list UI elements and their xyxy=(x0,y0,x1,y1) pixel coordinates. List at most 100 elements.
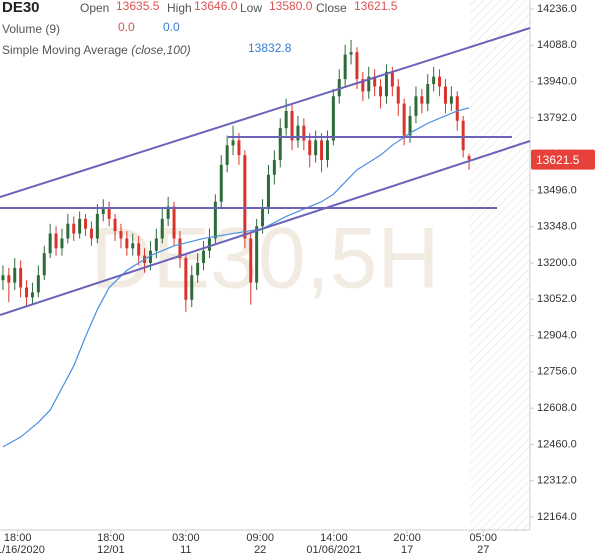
candle-body xyxy=(396,86,400,104)
volume-value: 0.0 xyxy=(118,20,135,34)
x-tick-sublabel: 11 xyxy=(180,544,191,556)
candle-body xyxy=(361,79,365,92)
candle-body xyxy=(443,86,447,104)
y-tick-label: 12608.0 xyxy=(537,402,577,414)
candle-body xyxy=(461,120,465,151)
legend-value: 13635.5 xyxy=(116,0,160,13)
y-tick-label: 12164.0 xyxy=(537,511,577,523)
candle-body xyxy=(25,287,29,298)
x-tick-sublabel: 11/16/2020 xyxy=(0,544,45,556)
candle-body xyxy=(296,125,300,141)
candle-body xyxy=(349,52,353,55)
candle-body xyxy=(154,238,158,251)
candle-body xyxy=(202,250,206,263)
candle-body xyxy=(432,76,436,85)
candle-body xyxy=(402,103,406,136)
candle-body xyxy=(390,71,394,87)
future-zone xyxy=(470,0,530,530)
candle-body xyxy=(213,201,217,239)
price-box xyxy=(531,149,595,170)
candle-body xyxy=(207,238,211,251)
candle-body xyxy=(343,54,347,80)
y-tick-label: 12756.0 xyxy=(537,366,577,378)
candle-body xyxy=(426,84,430,104)
legend-label: Open xyxy=(80,1,109,15)
candle-body xyxy=(107,209,111,219)
x-tick-sublabel: 27 xyxy=(477,544,489,556)
x-tick-label: 20:00 xyxy=(393,532,421,544)
candle-body xyxy=(420,96,424,104)
x-tick-label: 14:00 xyxy=(320,532,348,544)
trend-line xyxy=(0,27,531,198)
y-tick-label: 12312.0 xyxy=(537,475,577,487)
candle-body xyxy=(379,86,383,97)
candle-body xyxy=(160,218,164,239)
x-tick-label: 05:00 xyxy=(469,532,497,544)
sma-value: 13832.8 xyxy=(248,41,292,55)
legend-value: 13621.5 xyxy=(354,0,398,13)
x-tick-sublabel: 01/06/2021 xyxy=(306,544,361,556)
y-tick-label: 13200.0 xyxy=(537,257,577,269)
x-tick-sublabel: 17 xyxy=(401,544,413,556)
y-tick-label: 13052.0 xyxy=(537,293,577,305)
y-tick-label: 13792.0 xyxy=(537,112,577,124)
candle-body xyxy=(231,140,235,146)
candle-body xyxy=(48,233,52,254)
candle-body xyxy=(237,140,241,156)
candle-body xyxy=(190,275,194,300)
price-box-label: 13621.5 xyxy=(536,153,580,167)
candle-body xyxy=(278,128,282,161)
y-tick-label: 14236.0 xyxy=(537,3,577,15)
candle-body xyxy=(272,160,276,175)
legend-label: Low xyxy=(240,1,262,15)
candle-body xyxy=(449,96,453,104)
candle-body xyxy=(438,76,442,87)
candle-body xyxy=(113,218,117,232)
y-tick-label: 12460.0 xyxy=(537,438,577,450)
candle-body xyxy=(320,140,324,161)
candle-body xyxy=(261,209,265,227)
candle-body xyxy=(166,206,170,219)
legend-label: Close xyxy=(316,1,347,15)
y-tick-label: 12904.0 xyxy=(537,329,577,341)
candle-body xyxy=(36,275,40,293)
candle-body xyxy=(325,140,329,161)
watermark: DE30,5H xyxy=(91,211,440,307)
candle-body xyxy=(60,238,64,249)
candle-body xyxy=(42,253,46,276)
candle-body xyxy=(373,76,377,87)
candle-body xyxy=(337,79,341,97)
candle-body xyxy=(101,209,105,214)
volume-label: Volume (9) xyxy=(2,22,60,36)
candle-body xyxy=(302,125,306,141)
y-tick-label: 13940.0 xyxy=(537,75,577,87)
candle-body xyxy=(72,223,76,234)
candle-body xyxy=(148,250,152,263)
x-tick-label: 09:00 xyxy=(246,532,274,544)
candle-body xyxy=(384,71,388,97)
candle-body xyxy=(255,226,259,283)
candle-body xyxy=(84,218,88,229)
trend-line xyxy=(0,140,531,316)
candle-body xyxy=(66,223,70,239)
candle-body xyxy=(54,233,58,249)
candle-body xyxy=(19,267,23,288)
candle-body xyxy=(290,110,294,141)
candle-body xyxy=(314,140,318,156)
candle-body xyxy=(78,218,82,234)
legend-value: 13580.0 xyxy=(269,0,313,13)
candle-body xyxy=(219,164,223,202)
candle-body xyxy=(455,96,459,121)
candle-body xyxy=(408,115,412,136)
candle-body xyxy=(95,213,99,239)
x-tick-label: 18:00 xyxy=(4,532,32,544)
y-tick-label: 13496.0 xyxy=(537,184,577,196)
symbol: DE30 xyxy=(2,0,40,16)
legend-value: 13646.0 xyxy=(194,0,238,13)
candle-body xyxy=(243,155,247,239)
candle-body xyxy=(30,292,34,298)
candle-body xyxy=(1,275,5,281)
candle-body xyxy=(89,228,93,239)
y-tick-label: 13348.0 xyxy=(537,221,577,233)
